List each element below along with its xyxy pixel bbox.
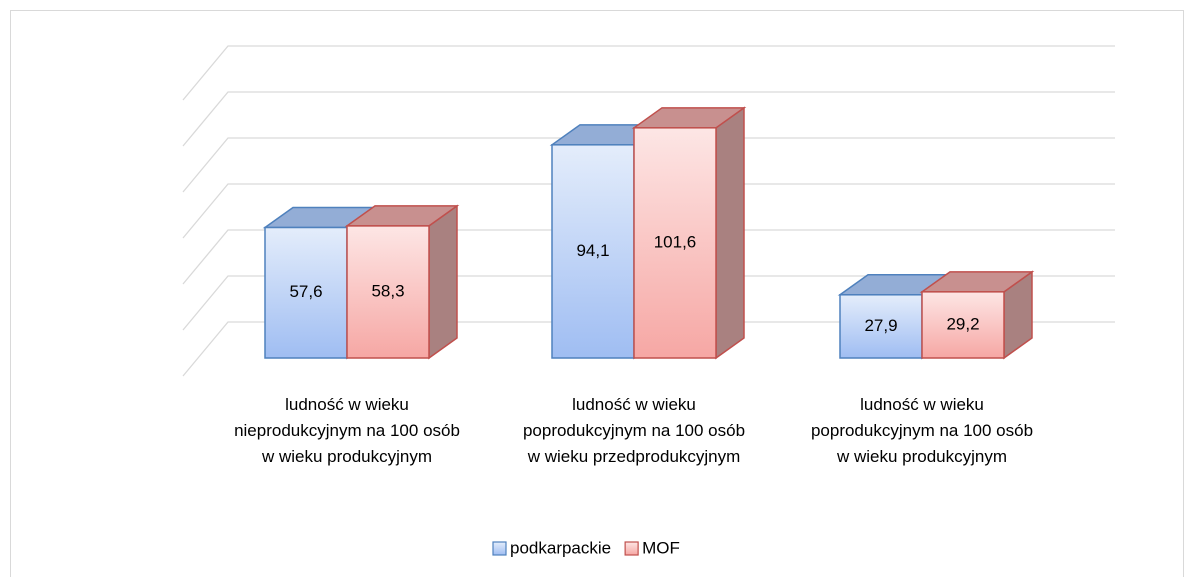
bar bbox=[633, 127, 717, 359]
data-label: 27,9 bbox=[864, 316, 897, 335]
legend-label: podkarpackie bbox=[510, 538, 611, 557]
grid-line bbox=[182, 229, 1115, 285]
legend-swatch bbox=[624, 541, 639, 556]
data-label: 94,1 bbox=[576, 241, 609, 260]
bar-side bbox=[715, 106, 745, 360]
grid-line bbox=[182, 183, 1115, 239]
grid-line bbox=[182, 45, 1115, 101]
grid-line bbox=[182, 91, 1115, 147]
data-label: 101,6 bbox=[654, 232, 697, 251]
bar bbox=[346, 225, 430, 359]
legend-label: MOF bbox=[642, 538, 680, 557]
data-label: 57,6 bbox=[289, 282, 322, 301]
chart-border bbox=[10, 10, 1184, 577]
bar-side bbox=[428, 204, 458, 360]
x-tick-label: ludność w wieku poprodukcyjnym na 100 os… bbox=[522, 395, 746, 466]
data-label: 29,2 bbox=[946, 314, 979, 333]
grid-line bbox=[182, 275, 1115, 331]
x-tick-label: ludność w wieku nieprodukcyjnym na 100 o… bbox=[234, 395, 460, 466]
bar bbox=[839, 294, 923, 359]
bar bbox=[921, 291, 1005, 359]
grid-line bbox=[182, 137, 1115, 193]
x-tick-label: ludność w wieku poprodukcyjnym na 100 os… bbox=[810, 395, 1034, 466]
bar bbox=[264, 226, 348, 359]
data-label: 58,3 bbox=[371, 281, 404, 300]
grid-line bbox=[182, 321, 1115, 377]
legend-swatch bbox=[492, 541, 507, 556]
